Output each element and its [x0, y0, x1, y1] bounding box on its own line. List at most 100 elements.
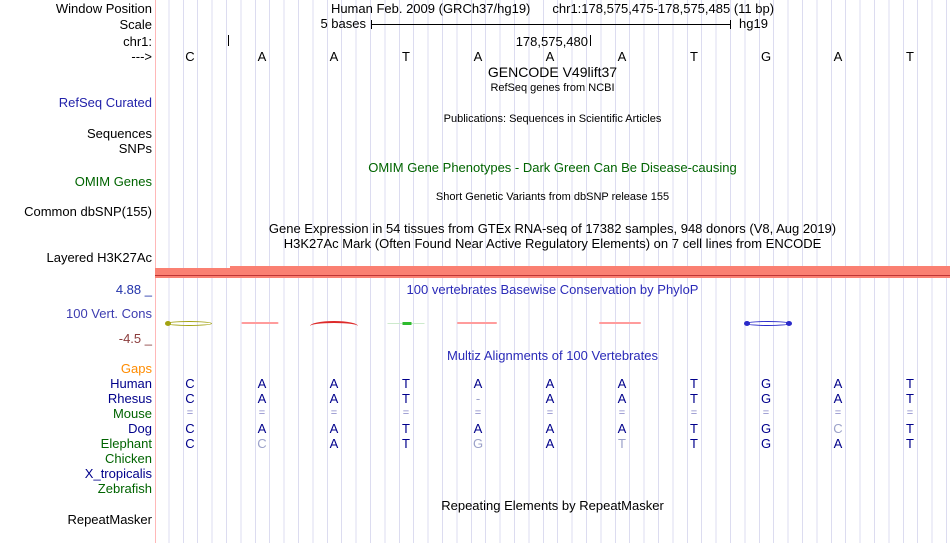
alignment-base-elephant: T: [690, 436, 698, 451]
assembly-name: Human Feb. 2009 (GRCh37/hg19): [330, 1, 531, 16]
conservation-axis-max: 4.88 _: [115, 282, 152, 297]
alignment-base-mouse: =: [906, 407, 914, 419]
track-label-x_tropicalis[interactable]: X_tropicalis: [84, 466, 152, 481]
alignment-base-human: T: [906, 376, 914, 391]
alignment-base-elephant: T: [618, 436, 626, 451]
track-title-gencode[interactable]: GENCODE V49lift37: [487, 64, 618, 80]
track-title-phylop[interactable]: 100 vertebrates Basewise Conservation by…: [406, 282, 699, 297]
alignment-base-human: A: [545, 376, 555, 391]
alignment-base-mouse: =: [402, 407, 410, 419]
track-label-zebrafish[interactable]: Zebrafish: [97, 481, 152, 496]
alignment-base-rhesus: A: [545, 391, 555, 406]
track-title-omim[interactable]: OMIM Gene Phenotypes - Dark Green Can Be…: [368, 160, 737, 175]
track-title-refseq-sub[interactable]: RefSeq genes from NCBI: [490, 82, 615, 94]
coordinate-label: 178,575,480: [515, 34, 588, 49]
track-label-omim-genes[interactable]: OMIM Genes: [74, 174, 152, 189]
alignment-base-rhesus: G: [760, 391, 772, 406]
sequence-base: T: [906, 49, 914, 64]
track-label-dog[interactable]: Dog: [128, 421, 152, 436]
alignment-base-mouse: =: [258, 407, 266, 419]
track-label-gaps[interactable]: Gaps: [120, 361, 152, 376]
conservation-line: [241, 322, 279, 324]
track-label-refseq-curated[interactable]: RefSeq Curated: [58, 95, 152, 110]
conservation-line: [599, 322, 641, 324]
alignment-base-rhesus: A: [329, 391, 339, 406]
alignment-base-mouse: =: [618, 407, 626, 419]
alignment-base-mouse: =: [186, 407, 194, 419]
sequence-base: C: [185, 49, 195, 64]
alignment-base-dog: T: [906, 421, 914, 436]
alignment-base-dog: A: [473, 421, 483, 436]
conservation-mark-blue-lens: [744, 320, 792, 327]
alignment-base-elephant: C: [185, 436, 195, 451]
track-label-rhesus[interactable]: Rhesus: [107, 391, 152, 406]
sequence-base: A: [545, 49, 555, 64]
conservation-lens-end: [786, 321, 792, 326]
alignment-base-rhesus: T: [690, 391, 698, 406]
track-label-sequences[interactable]: Sequences: [86, 126, 152, 141]
conservation-axis-min: -4.5 _: [118, 331, 152, 346]
sequence-base: A: [833, 49, 843, 64]
track-label-layered-h3k27ac[interactable]: Layered H3K27Ac: [46, 250, 152, 265]
track-label-repeatmasker[interactable]: RepeatMasker: [67, 512, 152, 527]
label-scale: Scale: [119, 17, 152, 32]
alignment-base-mouse: =: [474, 407, 482, 419]
alignment-base-dog: C: [833, 421, 843, 436]
alignment-base-dog: A: [329, 421, 339, 436]
conservation-mark-red-arc: [310, 320, 358, 327]
alignment-base-rhesus: T: [402, 391, 410, 406]
track-title-gtex[interactable]: Gene Expression in 54 tissues from GTEx …: [268, 221, 837, 236]
alignment-base-dog: T: [690, 421, 698, 436]
alignment-base-rhesus: T: [906, 391, 914, 406]
conservation-lens-end: [165, 321, 171, 326]
track-label-100-vert-cons[interactable]: 100 Vert. Cons: [66, 306, 152, 321]
sequence-base: T: [402, 49, 410, 64]
alignment-base-elephant: A: [833, 436, 843, 451]
alignment-base-human: A: [329, 376, 339, 391]
sequence-base: A: [617, 49, 627, 64]
conservation-mark-olive-lens: [165, 320, 212, 327]
alignment-base-elephant: T: [906, 436, 914, 451]
track-title-multiz[interactable]: Multiz Alignments of 100 Vertebrates: [446, 348, 658, 363]
track-label-chicken[interactable]: Chicken: [105, 451, 152, 466]
conservation-accent: [402, 321, 412, 325]
conservation-mark-pink-line: [457, 320, 497, 327]
alignment-base-rhesus: C: [185, 391, 195, 406]
conservation-lens: [745, 321, 791, 326]
sequence-base: A: [329, 49, 339, 64]
alignment-base-human: A: [617, 376, 627, 391]
alignment-base-rhesus: A: [833, 391, 843, 406]
track-label-mouse[interactable]: Mouse: [112, 406, 152, 421]
alignment-base-elephant: G: [472, 436, 484, 451]
conservation-line: [457, 322, 497, 324]
scale-ruler-right-tick: [730, 20, 731, 29]
scale-ruler: [371, 20, 731, 29]
track-title-dbsnp[interactable]: Short Genetic Variants from dbSNP releas…: [435, 191, 670, 203]
h3k27ac-signal-bar-left[interactable]: [155, 268, 230, 278]
alignment-base-human: G: [760, 376, 772, 391]
alignment-base-mouse: =: [690, 407, 698, 419]
track-title-repeats[interactable]: Repeating Elements by RepeatMasker: [441, 498, 664, 513]
conservation-lens: [166, 321, 212, 326]
h3k27ac-signal-darkline: [155, 275, 950, 276]
track-title-h3k27ac[interactable]: H3K27Ac Mark (Often Found Near Active Re…: [283, 236, 822, 251]
alignment-base-human: T: [690, 376, 698, 391]
alignment-base-mouse: =: [546, 407, 554, 419]
coordinate-label-tick: [590, 35, 591, 46]
track-label-elephant[interactable]: Elephant: [100, 436, 152, 451]
track-label-common-dbsnp[interactable]: Common dbSNP(155): [24, 204, 152, 219]
window-coordinates: chr1:178,575,475-178,575,485 (11 bp): [552, 1, 775, 16]
track-title-publications[interactable]: Publications: Sequences in Scientific Ar…: [443, 113, 662, 125]
conservation-arc: [310, 321, 358, 326]
track-label-snps[interactable]: SNPs: [118, 141, 152, 156]
conservation-mark-pink-line: [241, 320, 279, 327]
sequence-base: G: [760, 49, 772, 64]
conservation-mark-pink-line: [599, 320, 641, 327]
alignment-base-human: T: [402, 376, 410, 391]
alignment-base-dog: G: [760, 421, 772, 436]
track-label-human[interactable]: Human: [110, 376, 152, 391]
alignment-base-dog: A: [617, 421, 627, 436]
conservation-mark-green-line: [387, 320, 425, 327]
h3k27ac-signal-bar[interactable]: [230, 266, 950, 278]
chromosome-position-tick: [228, 35, 229, 46]
